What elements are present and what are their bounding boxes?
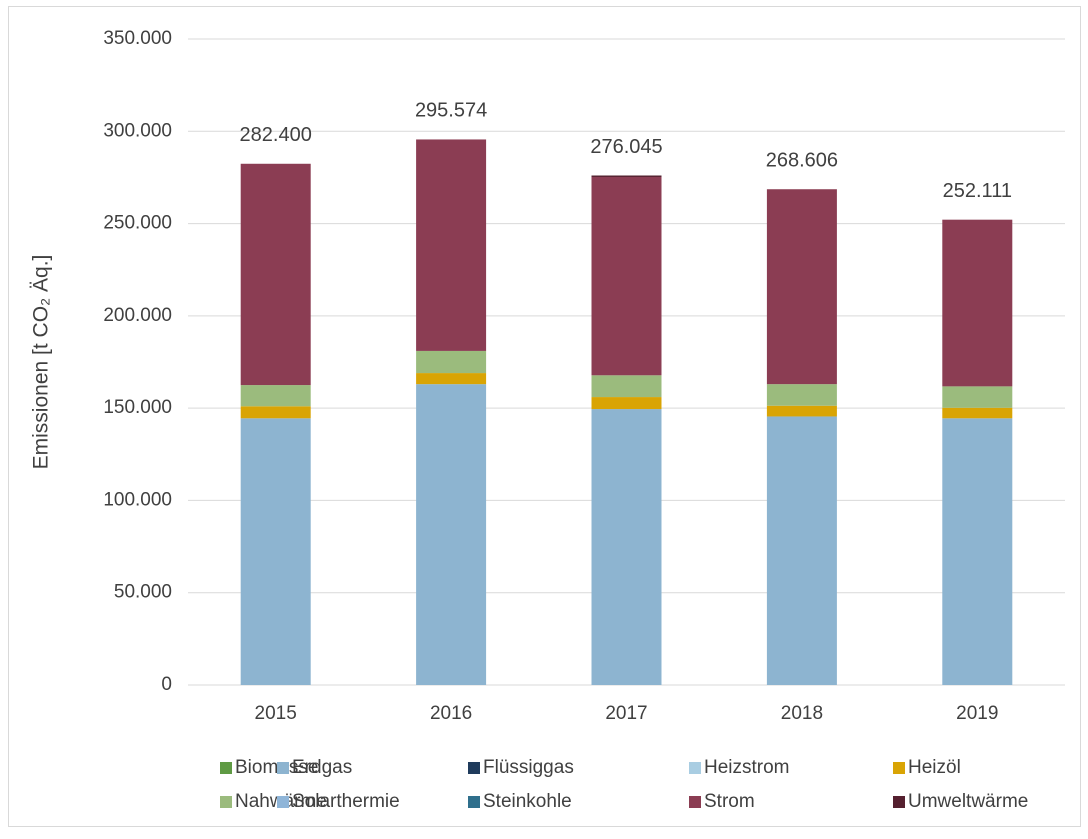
legend-label: Strom [704, 791, 755, 812]
total-label: 268.606 [766, 150, 838, 172]
x-tick-label: 2018 [781, 703, 823, 724]
legend-label: Umweltwärme [908, 791, 1028, 812]
x-tick-label: 2019 [956, 703, 998, 724]
bar-segment [240, 418, 311, 685]
bar-segment [766, 416, 837, 685]
legend-swatch [893, 762, 905, 774]
bar-segment [591, 176, 662, 376]
x-tick-label: 2015 [255, 703, 297, 724]
bar-segment [591, 375, 662, 398]
bar-segment [942, 407, 1013, 419]
bar-segment [591, 175, 662, 177]
bar-segment [240, 163, 311, 386]
y-tick-label: 200.000 [103, 305, 172, 326]
y-tick-label: 0 [161, 674, 172, 695]
y-tick-label: 50.000 [114, 582, 172, 603]
bar-segment [416, 373, 487, 385]
y-tick-label: 250.000 [103, 213, 172, 234]
bar-segment [416, 384, 487, 685]
bar-segment [591, 409, 662, 685]
bar-segment [766, 384, 837, 406]
legend-swatch [220, 762, 232, 774]
chart-frame [8, 6, 1081, 827]
total-label: 295.574 [415, 100, 487, 122]
total-label: 252.111 [943, 180, 1012, 202]
y-tick-label: 100.000 [103, 489, 172, 510]
x-tick-label: 2017 [605, 703, 647, 724]
y-tick-label: 350.000 [103, 28, 172, 49]
legend-label: Biomasse [235, 757, 318, 778]
legend-label: Erdgas [292, 757, 352, 778]
bar-segment [591, 397, 662, 410]
legend-label: Solarthermie [292, 791, 400, 812]
total-label: 282.400 [240, 124, 312, 146]
bar-segment [240, 406, 311, 419]
legend-label: Heizstrom [704, 757, 790, 778]
x-tick-label: 2016 [430, 703, 472, 724]
legend-swatch [689, 796, 701, 808]
legend-swatch [277, 762, 289, 774]
legend-swatch [468, 762, 480, 774]
total-label: 276.045 [590, 136, 662, 158]
legend-swatch [220, 796, 232, 808]
legend-label: Steinkohle [483, 791, 572, 812]
bar-segment [416, 350, 487, 374]
y-tick-label: 300.000 [103, 120, 172, 141]
bar-segment [416, 139, 487, 351]
bar-segment [942, 418, 1013, 685]
legend-swatch [277, 796, 289, 808]
legend-label: Heizöl [908, 757, 961, 778]
bar-segment [942, 386, 1013, 408]
legend-swatch [689, 762, 701, 774]
y-tick-label: 150.000 [103, 397, 172, 418]
bar-segment [942, 219, 1013, 387]
legend-swatch [468, 796, 480, 808]
bar-segment [240, 385, 311, 407]
bar-segment [766, 405, 837, 417]
bar-segment [766, 189, 837, 385]
legend-label: Flüssiggas [483, 757, 574, 778]
y-axis-label: Emissionen [t CO₂ Äq.] [30, 255, 53, 470]
legend-swatch [893, 796, 905, 808]
